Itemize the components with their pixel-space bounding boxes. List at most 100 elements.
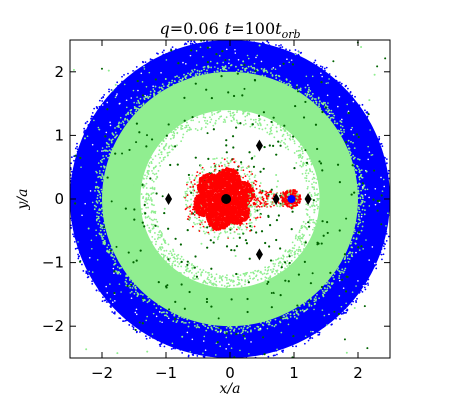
scattered-particle bbox=[270, 292, 273, 295]
scattered-particle bbox=[136, 79, 139, 83]
outer-disk-edge-particle bbox=[85, 264, 87, 267]
inner-disk-particle bbox=[273, 265, 276, 268]
inner-disk-particle bbox=[352, 232, 355, 235]
inner-disk-particle bbox=[241, 70, 243, 73]
inner-disk-particle bbox=[316, 207, 319, 210]
inner-disk-particle bbox=[101, 147, 104, 149]
inner-disk-particle bbox=[233, 113, 236, 116]
inner-disk-particle bbox=[154, 243, 157, 246]
inner-disk-particle bbox=[142, 197, 144, 199]
scattered-particle bbox=[248, 151, 251, 154]
outer-disk-edge-particle bbox=[340, 313, 343, 315]
inner-disk-particle bbox=[103, 229, 106, 232]
inner-disk-particle bbox=[210, 66, 213, 69]
primary-disk-halo-particle bbox=[224, 231, 227, 234]
outer-disk-edge-particle bbox=[261, 353, 264, 356]
scattered-particle bbox=[333, 310, 336, 313]
inner-disk-particle bbox=[138, 105, 141, 108]
outer-disk-edge-particle bbox=[385, 158, 388, 161]
outer-disk-edge-particle bbox=[204, 352, 207, 355]
inner-disk-particle bbox=[159, 320, 161, 323]
outer-disk-edge-particle bbox=[338, 81, 341, 84]
inner-disk-particle bbox=[261, 273, 264, 276]
primary-disk-particle bbox=[232, 168, 235, 171]
inner-disk-particle bbox=[185, 124, 188, 127]
inner-disk-particle bbox=[280, 331, 283, 334]
inner-disk-particle bbox=[290, 259, 293, 262]
scattered-particle bbox=[321, 220, 324, 223]
outer-disk-edge-particle bbox=[295, 57, 297, 60]
outer-disk-edge-particle bbox=[134, 70, 137, 73]
inner-disk-particle bbox=[110, 150, 112, 153]
outer-disk-edge-particle bbox=[83, 130, 86, 133]
scattered-particle bbox=[257, 114, 261, 117]
inner-disk-particle bbox=[261, 323, 264, 326]
outer-disk-edge-particle bbox=[291, 53, 294, 56]
inner-disk-particle bbox=[258, 127, 261, 130]
scattered-particle bbox=[254, 69, 257, 73]
inner-disk-particle bbox=[156, 220, 159, 223]
inner-disk-particle bbox=[302, 220, 305, 223]
outer-disk-edge-particle bbox=[118, 310, 121, 313]
inner-disk-particle bbox=[280, 139, 283, 142]
outer-disk-edge-particle bbox=[344, 90, 347, 93]
inner-disk-particle bbox=[302, 235, 305, 238]
inner-disk-particle bbox=[147, 172, 150, 174]
inner-disk-particle bbox=[221, 65, 224, 68]
inner-disk-particle bbox=[308, 93, 311, 96]
inner-disk-particle bbox=[143, 299, 146, 301]
outer-disk-edge-particle bbox=[77, 257, 80, 260]
outer-disk-edge-particle bbox=[383, 167, 386, 170]
scattered-particle bbox=[245, 242, 249, 245]
inner-disk-particle bbox=[362, 248, 364, 250]
inner-disk-particle bbox=[102, 169, 105, 172]
inner-disk-particle bbox=[95, 229, 97, 232]
inner-disk-particle bbox=[341, 268, 344, 271]
inner-disk-particle bbox=[144, 94, 146, 97]
inner-disk-particle bbox=[293, 244, 296, 247]
primary-disk-halo-particle bbox=[213, 236, 216, 238]
outer-disk-edge-particle bbox=[381, 163, 384, 166]
outer-disk-edge-particle bbox=[272, 354, 275, 357]
primary-disk-halo-particle bbox=[238, 233, 241, 236]
outer-disk-edge-particle bbox=[121, 75, 123, 78]
inner-disk-particle bbox=[289, 135, 292, 138]
inner-disk-particle bbox=[380, 176, 382, 179]
inner-disk-particle bbox=[152, 180, 155, 183]
inner-disk-particle bbox=[145, 182, 148, 185]
primary-disk-halo-particle bbox=[203, 226, 206, 229]
inner-disk-particle bbox=[186, 267, 189, 270]
inner-disk-particle bbox=[366, 188, 369, 191]
scattered-particle bbox=[298, 51, 301, 54]
inner-disk-particle bbox=[225, 279, 228, 281]
inner-disk-particle bbox=[256, 279, 259, 281]
inner-disk-particle bbox=[137, 99, 140, 102]
primary-disk-halo-particle bbox=[249, 214, 252, 217]
inner-disk-particle bbox=[324, 282, 327, 285]
inner-disk-particle bbox=[315, 200, 318, 203]
inner-disk-particle bbox=[293, 142, 296, 145]
scattered-particle bbox=[115, 245, 118, 248]
scattered-particle bbox=[288, 255, 291, 258]
scattered-particle bbox=[307, 225, 311, 228]
inner-disk-particle bbox=[307, 84, 309, 86]
inner-disk-particle bbox=[304, 310, 306, 312]
outer-disk-edge-particle bbox=[104, 299, 107, 302]
inner-disk-particle bbox=[298, 156, 300, 159]
outer-disk-edge-particle bbox=[384, 169, 387, 172]
inner-disk-particle bbox=[350, 140, 352, 143]
outer-disk-edge-particle bbox=[91, 275, 94, 277]
primary-disk-halo-particle bbox=[189, 186, 192, 188]
primary-disk-halo-particle bbox=[237, 226, 239, 229]
inner-disk-particle bbox=[322, 291, 325, 294]
outer-disk-edge-particle bbox=[178, 346, 181, 349]
scattered-particle bbox=[318, 105, 321, 108]
inner-disk-particle bbox=[167, 243, 170, 246]
outer-disk-edge-particle bbox=[170, 348, 173, 350]
outer-disk-edge-particle bbox=[76, 145, 78, 148]
outer-disk-edge-particle bbox=[136, 324, 139, 327]
inner-disk-particle bbox=[140, 208, 143, 210]
inner-disk-particle bbox=[331, 282, 334, 285]
outer-disk-edge-particle bbox=[385, 239, 388, 242]
inner-disk-particle bbox=[309, 169, 312, 172]
